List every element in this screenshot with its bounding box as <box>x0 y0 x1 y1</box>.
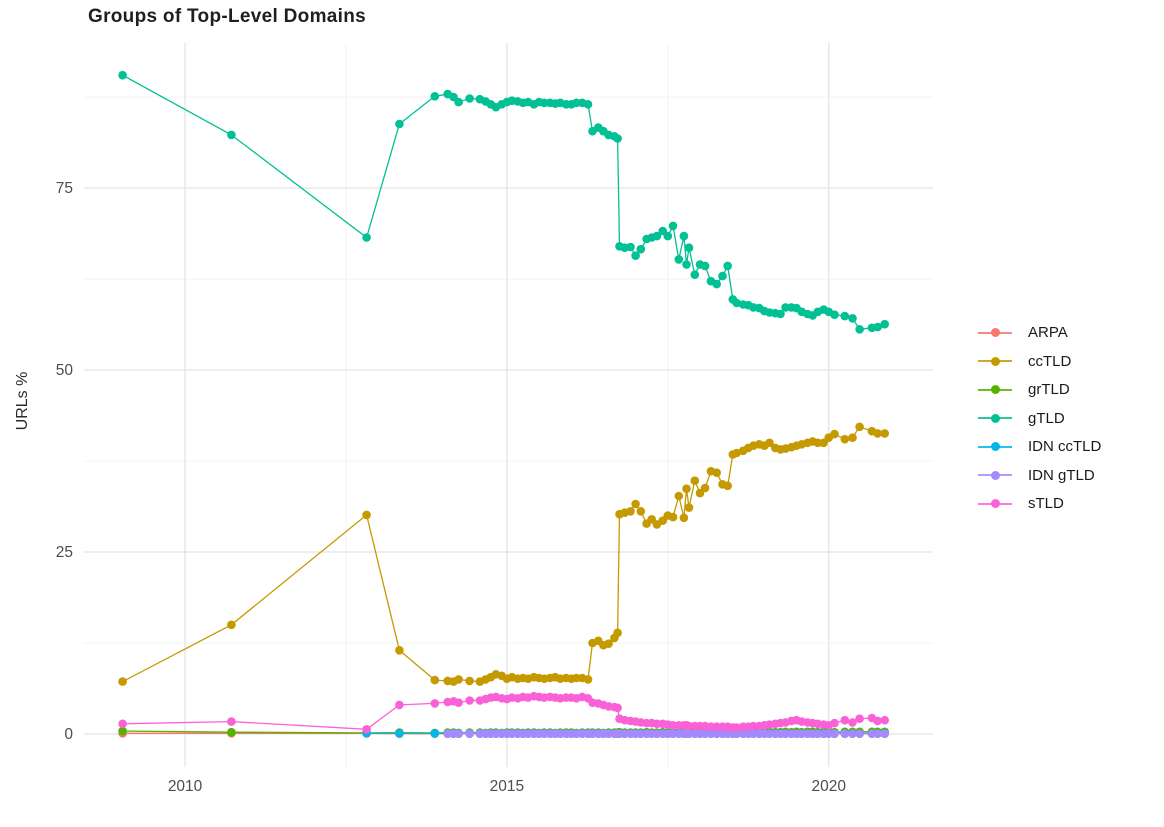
legend-item-gtld: gTLD <box>978 408 1101 429</box>
legend-label: IDN ccTLD <box>1028 438 1102 455</box>
legend-key-icon <box>978 412 1012 424</box>
legend-item-idn-gtld: IDN gTLD <box>978 465 1101 486</box>
legend-key-icon <box>978 384 1012 396</box>
legend-item-stld: sTLD <box>978 493 1101 514</box>
svg-text:75: 75 <box>56 180 73 197</box>
legend-key-icon <box>978 498 1012 510</box>
legend: ARPA ccTLD grTLD gTLD IDN ccTLD IDN gTLD… <box>978 322 1101 522</box>
svg-text:0: 0 <box>64 726 73 743</box>
legend-label: sTLD <box>1028 495 1064 512</box>
chart-title: Groups of Top-Level Domains <box>88 6 366 27</box>
legend-item-cctld: ccTLD <box>978 351 1101 372</box>
legend-key-icon <box>978 441 1012 453</box>
legend-label: IDN gTLD <box>1028 466 1095 484</box>
legend-key-icon <box>978 355 1012 367</box>
svg-text:2015: 2015 <box>490 778 524 795</box>
legend-label: grTLD <box>1028 381 1070 398</box>
legend-label: ARPA <box>1028 324 1068 341</box>
legend-key-icon <box>978 327 1012 339</box>
legend-item-idn-cctld: IDN ccTLD <box>978 436 1101 457</box>
legend-item-arpa: ARPA <box>978 322 1101 343</box>
legend-item-grtld: grTLD <box>978 379 1101 400</box>
legend-label: gTLD <box>1028 409 1065 427</box>
legend-key-icon <box>978 469 1012 481</box>
legend-label: ccTLD <box>1028 352 1072 370</box>
svg-text:50: 50 <box>56 362 74 379</box>
svg-text:2010: 2010 <box>168 778 203 795</box>
svg-text:25: 25 <box>56 544 73 561</box>
svg-text:2020: 2020 <box>811 778 846 795</box>
